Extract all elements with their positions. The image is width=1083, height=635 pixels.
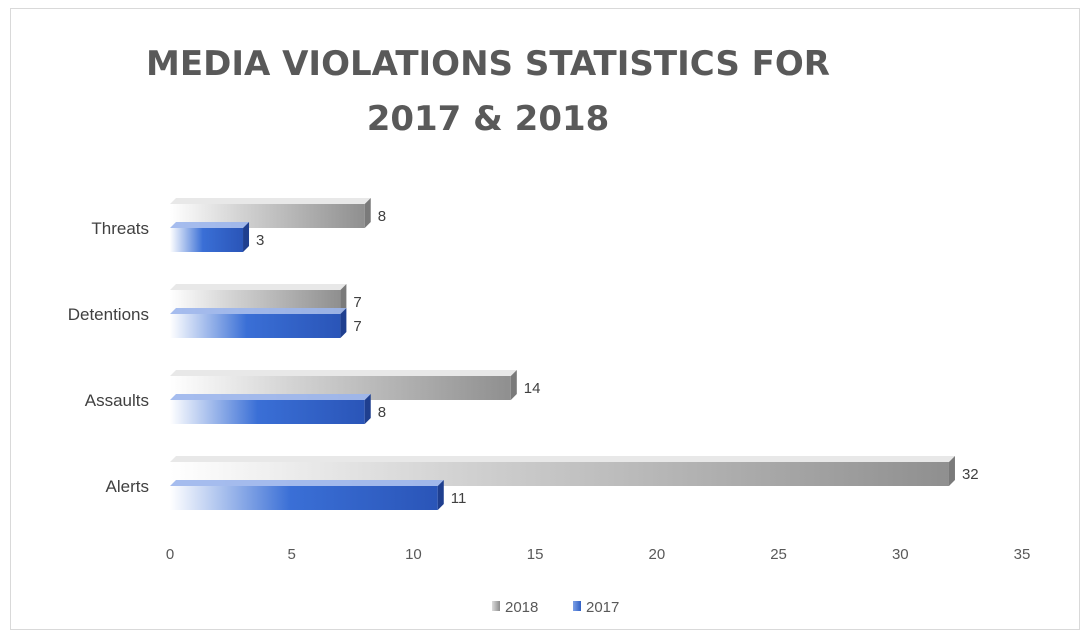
- data-label-alerts-2018: 32: [962, 466, 979, 483]
- category-labels: Alerts Assaults Detentions Threats: [68, 219, 149, 496]
- category-label-threats: Threats: [91, 219, 149, 238]
- legend-swatch-2018: [492, 601, 500, 611]
- bar-side-threats-2018: [364, 198, 371, 228]
- bar-top-detentions-2018: [170, 284, 347, 290]
- x-tick-label-20: 20: [649, 546, 666, 563]
- bar-top-assaults-2018: [170, 370, 517, 376]
- data-label-assaults-2017: 8: [378, 404, 386, 421]
- bar-detentions-2017: [170, 314, 341, 338]
- legend-swatch-2017: [573, 601, 581, 611]
- data-label-threats-2017: 3: [256, 232, 264, 249]
- bar-top-threats-2018: [170, 198, 371, 204]
- bar-side-detentions-2018: [340, 284, 347, 314]
- chart-frame: MEDIA VIOLATIONS STATISTICS FOR 2017 & 2…: [10, 8, 1080, 630]
- legend-label-2017: 2017: [586, 599, 619, 616]
- bar-threats-2017: [170, 228, 244, 252]
- bar-side-alerts-2018: [948, 456, 955, 486]
- category-label-detentions: Detentions: [68, 305, 149, 324]
- bar-top-detentions-2017: [170, 308, 347, 314]
- chart-title-line-1: MEDIA VIOLATIONS STATISTICS FOR: [146, 44, 830, 84]
- bar-top-assaults-2017: [170, 394, 371, 400]
- data-labels: 32 11 14 8 7 7 8 3: [256, 208, 979, 507]
- bar-top-alerts-2017: [170, 480, 444, 486]
- legend-label-2018: 2018: [505, 599, 538, 616]
- category-label-alerts: Alerts: [106, 477, 149, 496]
- category-label-assaults: Assaults: [85, 391, 149, 410]
- bar-side-detentions-2017: [340, 308, 347, 338]
- chart-title-line-2: 2017 & 2018: [367, 99, 610, 139]
- data-label-threats-2018: 8: [378, 208, 386, 225]
- data-label-detentions-2017: 7: [353, 318, 361, 335]
- bar-top-alerts-2018: [170, 456, 955, 462]
- x-tick-label-15: 15: [527, 546, 544, 563]
- x-tick-label-25: 25: [770, 546, 787, 563]
- x-tick-label-0: 0: [166, 546, 174, 563]
- data-label-detentions-2018: 7: [353, 294, 361, 311]
- bars-layer: [170, 198, 955, 510]
- bar-side-threats-2017: [243, 222, 250, 252]
- data-label-assaults-2018: 14: [524, 380, 541, 397]
- x-axis-tick-labels: 0 5 10 15 20 25 30 35: [166, 546, 1031, 563]
- bar-chart: MEDIA VIOLATIONS STATISTICS FOR 2017 & 2…: [68, 44, 1031, 616]
- bar-top-threats-2017: [170, 222, 250, 228]
- x-tick-label-10: 10: [405, 546, 422, 563]
- bar-side-assaults-2017: [364, 394, 371, 424]
- bar-alerts-2017: [170, 486, 438, 510]
- x-tick-label-30: 30: [892, 546, 909, 563]
- bar-side-alerts-2017: [437, 480, 444, 510]
- bar-side-assaults-2018: [510, 370, 517, 400]
- x-tick-label-35: 35: [1014, 546, 1031, 563]
- data-label-alerts-2017: 11: [451, 490, 467, 507]
- legend: 2018 2017: [492, 599, 619, 616]
- x-tick-label-5: 5: [288, 546, 296, 563]
- bar-assaults-2017: [170, 400, 365, 424]
